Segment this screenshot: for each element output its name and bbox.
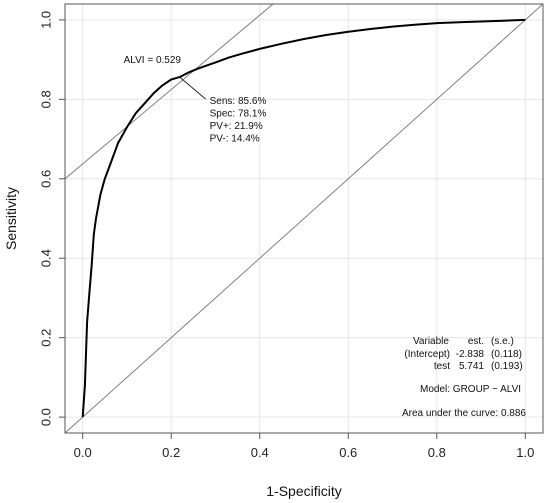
table-row-intercept-name: (Intercept) bbox=[404, 349, 450, 360]
table-header-variable: Variable bbox=[413, 336, 449, 347]
x-tick-label: 0.0 bbox=[74, 445, 92, 460]
y-axis-ticks: 0.0 0.2 0.4 0.6 0.8 1.0 bbox=[38, 11, 65, 426]
stat-sens: Sens: 85.6% bbox=[210, 96, 267, 107]
reference-lines bbox=[64, 3, 544, 434]
stat-spec: Spec: 78.1% bbox=[210, 109, 267, 120]
tangent-reference-line bbox=[64, 3, 274, 180]
y-tick-label: 1.0 bbox=[38, 11, 53, 29]
x-tick-label: 0.8 bbox=[428, 445, 446, 460]
y-tick-label: 0.0 bbox=[38, 408, 53, 426]
y-axis-title: Sensitivity bbox=[3, 187, 19, 250]
grid bbox=[65, 4, 543, 433]
table-row-intercept-est: -2.838 bbox=[456, 349, 485, 360]
stat-pv-pos: PV+: 21.9% bbox=[210, 121, 263, 132]
table-row-test-est: 5.741 bbox=[459, 361, 484, 372]
x-tick-label: 0.4 bbox=[251, 445, 269, 460]
table-row-test-name: test bbox=[434, 361, 450, 372]
y-tick-label: 0.4 bbox=[38, 249, 53, 267]
y-tick-label: 0.2 bbox=[38, 329, 53, 347]
y-tick-label: 0.6 bbox=[38, 170, 53, 188]
auc-label: Area under the curve: 0.886 bbox=[402, 408, 526, 419]
table-row-intercept-se: (0.118) bbox=[491, 349, 522, 360]
cutoff-leader-line bbox=[179, 76, 206, 100]
cutoff-label: ALVI = 0.529 bbox=[124, 55, 182, 66]
x-axis-ticks: 0.0 0.2 0.4 0.6 0.8 1.0 bbox=[74, 433, 534, 460]
plot-frame bbox=[64, 3, 544, 434]
table-header-se: (s.e.) bbox=[491, 336, 514, 347]
x-tick-label: 0.2 bbox=[162, 445, 180, 460]
model-formula: Model: GROUP ~ ALVI bbox=[420, 384, 521, 395]
stat-pv-neg: PV-: 14.4% bbox=[210, 134, 260, 145]
annotations: ALVI = 0.529 Sens: 85.6% Spec: 78.1% PV+… bbox=[124, 55, 527, 419]
x-axis-title: 1-Specificity bbox=[266, 483, 341, 499]
y-tick-label: 0.8 bbox=[38, 90, 53, 108]
x-tick-label: 1.0 bbox=[516, 445, 534, 460]
table-header-est: est. bbox=[468, 336, 484, 347]
diagonal-reference-line bbox=[64, 3, 544, 434]
roc-curve-line bbox=[81, 18, 526, 418]
roc-curve-group bbox=[81, 18, 526, 418]
x-tick-label: 0.6 bbox=[339, 445, 357, 460]
table-row-test-se: (0.193) bbox=[491, 361, 523, 372]
